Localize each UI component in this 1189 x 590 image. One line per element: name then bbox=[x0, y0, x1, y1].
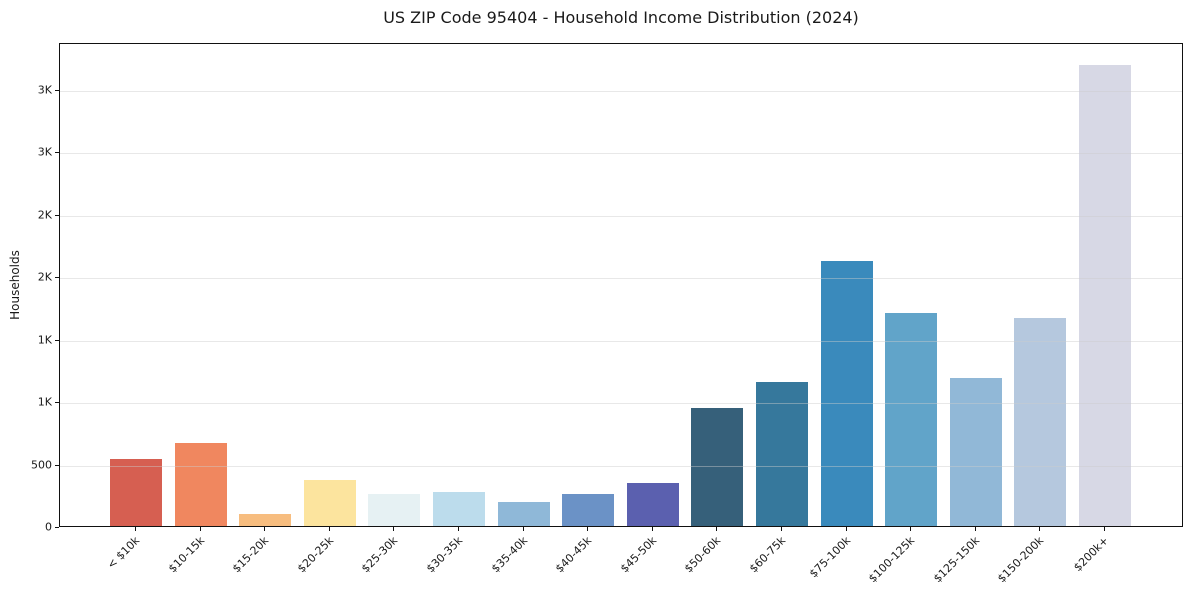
y-tick-mark bbox=[55, 277, 59, 279]
y-axis-label-text: Households bbox=[8, 250, 22, 320]
y-tick-mark bbox=[55, 214, 59, 216]
y-tick-label: 2K bbox=[37, 208, 52, 222]
x-tick-label: $200k+ bbox=[1071, 534, 1112, 575]
bar-$100-125k bbox=[885, 313, 938, 526]
x-tick-label: $100-125k bbox=[866, 534, 918, 586]
x-tick-mark bbox=[587, 527, 589, 531]
bar-$125-150k bbox=[949, 377, 1002, 526]
x-tick-label: $30-35k bbox=[423, 534, 466, 576]
bar-$50-60k bbox=[691, 408, 744, 526]
x-tick-mark bbox=[845, 527, 847, 531]
bar-$10-15k bbox=[174, 442, 227, 526]
bar-< $10k bbox=[110, 458, 162, 526]
x-tick-mark bbox=[651, 527, 653, 531]
x-tick-mark bbox=[1104, 527, 1105, 531]
x-tick-mark bbox=[522, 527, 524, 531]
bar-$200k+ bbox=[1079, 65, 1131, 526]
bar-$75-100k bbox=[820, 260, 873, 526]
x-tick-label: $10-15k bbox=[165, 534, 207, 576]
x-tick-mark bbox=[781, 527, 782, 531]
x-tick-mark bbox=[264, 527, 266, 531]
bar-$15-20k bbox=[239, 514, 292, 526]
x-tick-mark bbox=[974, 527, 976, 531]
y-tick-mark bbox=[55, 152, 59, 154]
x-tick-mark bbox=[716, 527, 718, 531]
x-tick-label: $125-150k bbox=[930, 534, 982, 586]
x-tick-label: < $10k bbox=[104, 534, 143, 572]
x-tick-label: $150-200k bbox=[995, 534, 1047, 586]
grid-line bbox=[60, 278, 1182, 280]
x-tick-mark bbox=[328, 527, 330, 531]
y-tick-mark bbox=[55, 339, 59, 341]
x-tick-label: $45-50k bbox=[617, 534, 659, 576]
y-tick-label: 1K bbox=[37, 395, 52, 409]
grid-line bbox=[60, 215, 1182, 217]
y-tick-label: 3K bbox=[37, 83, 52, 97]
x-tick-label: $60-75k bbox=[746, 534, 789, 576]
y-tick-label: 1K bbox=[37, 333, 52, 347]
x-tick-mark bbox=[1039, 527, 1041, 531]
bar-$45-50k bbox=[626, 482, 679, 526]
bar-$20-25k bbox=[303, 480, 356, 526]
chart-title: US ZIP Code 95404 - Household Income Dis… bbox=[383, 8, 859, 27]
y-tick-mark bbox=[55, 464, 59, 466]
x-tick-label: $75-100k bbox=[806, 534, 853, 581]
bar-$60-75k bbox=[756, 382, 808, 526]
y-tick-label: 0 bbox=[45, 520, 52, 534]
x-tick-mark bbox=[910, 527, 912, 531]
x-tick-label: $35-40k bbox=[488, 534, 530, 576]
y-tick-label: 3K bbox=[37, 145, 52, 159]
y-tick-mark bbox=[55, 402, 59, 404]
x-tick-label: $25-30k bbox=[359, 534, 401, 576]
y-tick-mark bbox=[55, 89, 59, 91]
grid-line bbox=[60, 153, 1182, 155]
grid-line bbox=[60, 465, 1182, 467]
x-tick-label: $50-60k bbox=[682, 534, 724, 576]
bar-$30-35k bbox=[433, 492, 485, 526]
x-tick-label: $40-45k bbox=[553, 534, 595, 576]
bar-$150-200k bbox=[1014, 317, 1067, 526]
x-tick-mark bbox=[199, 527, 201, 531]
y-tick-label: 500 bbox=[31, 458, 52, 472]
x-tick-mark bbox=[393, 527, 395, 531]
x-tick-mark bbox=[458, 527, 459, 531]
bar-$35-40k bbox=[497, 502, 550, 526]
grid-line bbox=[60, 403, 1182, 405]
grid-line bbox=[60, 340, 1182, 342]
y-tick-label: 2K bbox=[37, 270, 52, 284]
x-tick-mark bbox=[135, 527, 136, 531]
plot-area bbox=[59, 43, 1183, 527]
x-tick-label: $20-25k bbox=[294, 534, 336, 576]
x-tick-label: $15-20k bbox=[230, 534, 272, 576]
grid-line bbox=[60, 90, 1182, 92]
bar-$25-30k bbox=[368, 494, 421, 526]
y-tick-mark bbox=[55, 527, 59, 528]
bar-$40-45k bbox=[562, 494, 615, 526]
